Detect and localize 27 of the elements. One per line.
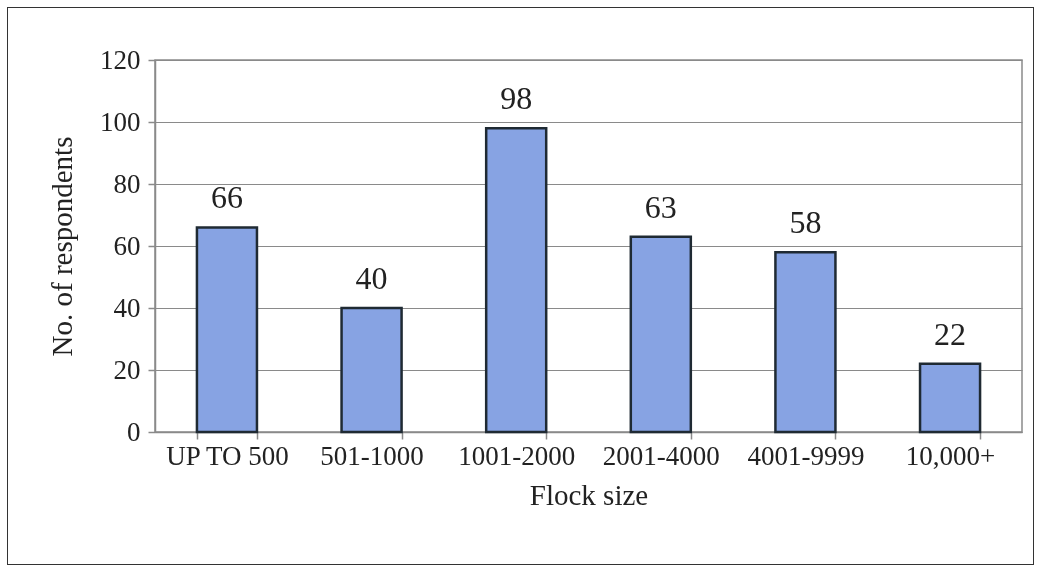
bar <box>918 362 982 434</box>
x-tick-label: 10,000+ <box>905 440 996 471</box>
x-tick-label: 2001-4000 <box>602 440 720 471</box>
bar <box>195 226 259 434</box>
data-label: 66 <box>210 179 243 216</box>
bar <box>484 126 548 434</box>
bar <box>629 235 693 434</box>
data-label: 22 <box>934 315 967 352</box>
x-tick-label: 4001-9999 <box>747 440 865 471</box>
bar <box>340 306 403 434</box>
y-tick-label: 100 <box>100 106 141 137</box>
x-axis-title: Flock size <box>529 478 649 511</box>
data-label: 98 <box>500 80 533 117</box>
y-tick-label: 60 <box>113 230 141 261</box>
data-label: 40 <box>355 260 388 296</box>
y-tick-label: 20 <box>113 354 141 385</box>
y-tick-label: 120 <box>100 44 141 75</box>
x-tick-label: 1001-2000 <box>458 440 576 471</box>
y-tick-label: 0 <box>127 416 141 447</box>
x-tick-label: UP TO 500 <box>166 440 289 471</box>
bar <box>774 250 837 434</box>
y-tick-label: 80 <box>113 168 141 199</box>
x-tick-label: 501-1000 <box>320 440 424 471</box>
y-tick-label: 40 <box>113 292 141 323</box>
data-label: 63 <box>644 188 677 225</box>
data-label: 58 <box>789 204 822 241</box>
y-axis-title: No. of respondents <box>46 136 78 357</box>
